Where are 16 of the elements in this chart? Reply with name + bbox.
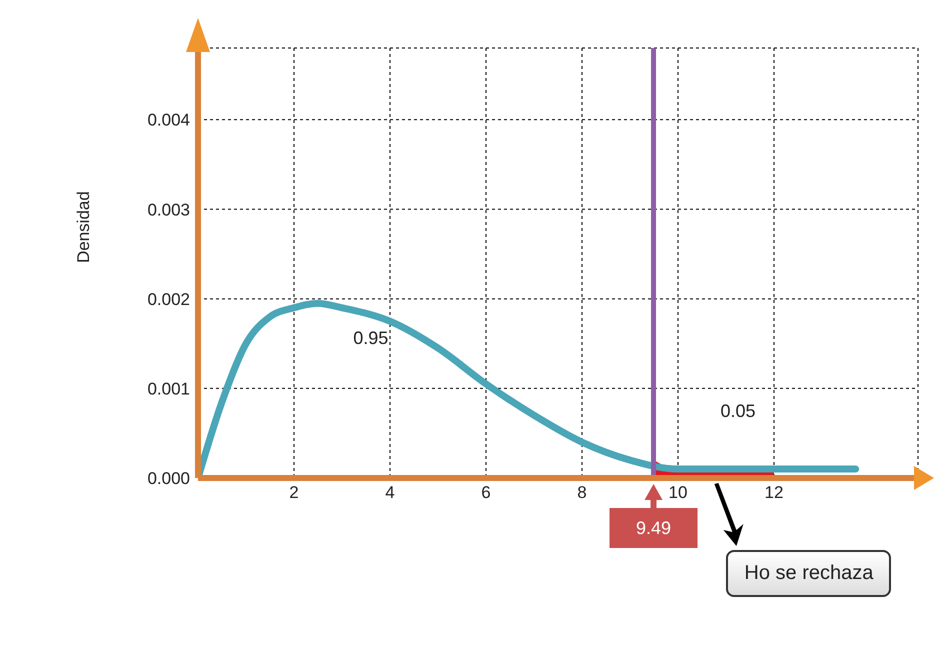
x-tick-label: 6 bbox=[481, 483, 491, 502]
x-tick-label: 12 bbox=[764, 483, 784, 502]
ref-line-label: 9.49 bbox=[636, 518, 672, 538]
y-tick-label: 0.002 bbox=[147, 290, 190, 309]
x-tick-label: 4 bbox=[385, 483, 395, 502]
x-tick-label: 8 bbox=[577, 483, 587, 502]
y-axis-title: Densidad bbox=[74, 191, 94, 263]
x-tick-label: 10 bbox=[668, 483, 688, 502]
text: Ho se rechaza bbox=[726, 550, 892, 597]
y-tick-label: 0.004 bbox=[147, 110, 190, 130]
y-tick-label: 0.001 bbox=[147, 379, 190, 398]
annotation: 0.05 bbox=[720, 401, 756, 422]
y-tick-label: 0.000 bbox=[147, 469, 190, 488]
x-tick-label: 2 bbox=[289, 483, 299, 502]
annotation: 0.95 bbox=[353, 328, 388, 349]
y-tick-label: 0.003 bbox=[147, 200, 190, 220]
